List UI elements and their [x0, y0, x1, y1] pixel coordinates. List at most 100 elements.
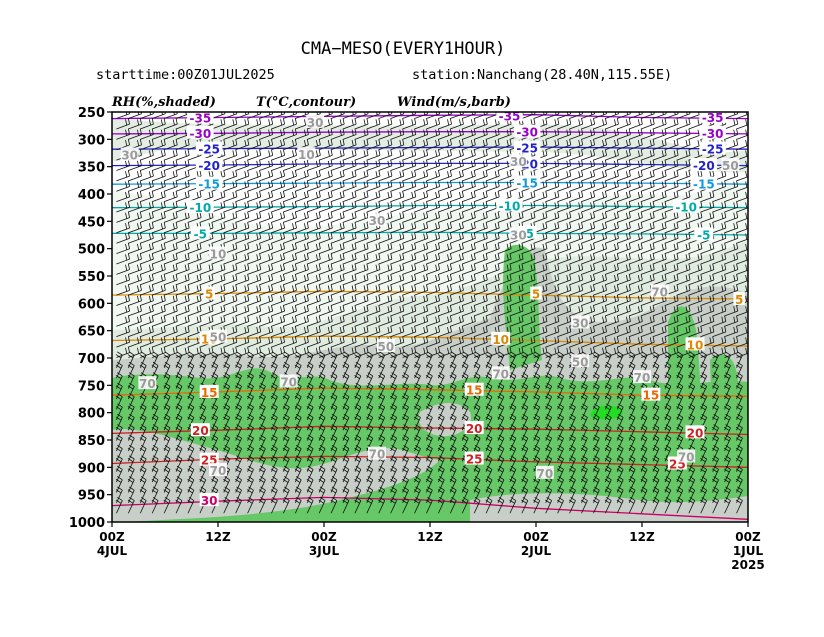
y-tick-label: 800 — [78, 407, 105, 422]
wind-barb — [127, 496, 135, 514]
wind-barb — [271, 253, 285, 265]
rh-region-70-cut-left — [112, 429, 440, 522]
y-tick-label: 700 — [78, 352, 105, 367]
wind-barb — [235, 170, 250, 182]
wind-barb — [140, 201, 154, 213]
wind-barb — [152, 253, 166, 265]
x-tick-label: 00Z — [99, 530, 125, 544]
wind-barb — [259, 253, 274, 265]
wind-barb — [187, 263, 202, 275]
temperature-label: -30 — [189, 127, 211, 141]
wind-barb — [128, 274, 142, 286]
wind-barb — [163, 149, 178, 161]
temperature-label: 10 — [492, 333, 509, 347]
wind-barb — [140, 222, 154, 234]
wind-barb — [211, 118, 226, 130]
wind-barb — [140, 325, 154, 338]
wind-barb — [271, 159, 285, 171]
wind-barb — [163, 170, 178, 182]
wind-barb — [271, 170, 285, 182]
wind-barb — [152, 242, 166, 254]
wind-barb — [199, 305, 214, 317]
wind-barb — [247, 242, 262, 254]
wind-barb — [211, 294, 226, 306]
wind-barb — [259, 211, 274, 223]
wind-barb — [175, 170, 190, 182]
wind-barb — [223, 336, 238, 348]
wind-barb — [175, 149, 190, 161]
wind-barb — [283, 253, 297, 265]
wind-barb — [140, 242, 154, 254]
wind-barb — [223, 138, 238, 151]
wind-barb — [223, 274, 238, 286]
x-tick-date-label: 2JUL — [521, 544, 552, 558]
wind-barb — [247, 294, 262, 306]
wind-barb — [259, 128, 274, 140]
y-tick-label: 300 — [78, 133, 105, 148]
wind-barb — [271, 336, 285, 348]
legend-temperature: T(°C,contour) — [256, 95, 356, 110]
wind-barb — [163, 294, 178, 306]
wind-barb — [259, 284, 274, 296]
wind-barb — [247, 201, 262, 213]
wind-barb — [319, 253, 333, 265]
wind-barb — [140, 128, 154, 140]
wind-barb — [259, 201, 274, 213]
wind-barb — [223, 294, 238, 306]
wind-barb — [163, 496, 171, 514]
wind-barb — [271, 222, 285, 234]
wind-barb — [271, 232, 285, 244]
wind-barb — [259, 149, 274, 161]
wind-barb — [259, 305, 274, 317]
wind-barb — [223, 201, 238, 213]
wind-barb — [259, 222, 274, 234]
wind-barb — [211, 201, 226, 213]
wind-barb — [152, 336, 166, 348]
wind-barb — [235, 294, 250, 306]
wind-barb — [116, 128, 130, 140]
wind-barb — [175, 190, 190, 203]
wind-barb — [295, 232, 309, 244]
wind-barb — [211, 263, 226, 275]
wind-barb — [175, 274, 190, 286]
wind-barb — [235, 138, 250, 151]
wind-barb — [163, 118, 178, 130]
wind-barb — [128, 336, 142, 348]
wind-barb — [295, 294, 309, 306]
wind-barb — [259, 190, 274, 203]
wind-barb — [235, 112, 250, 119]
temperature-label: -25 — [702, 143, 724, 157]
wind-barb — [223, 190, 238, 203]
temperature-label: -15 — [693, 178, 715, 192]
wind-barb — [128, 242, 142, 254]
wind-barb — [283, 190, 297, 203]
rh-region-50-upper — [112, 118, 748, 173]
wind-barb — [271, 274, 285, 286]
wind-barb — [271, 180, 285, 192]
y-tick-label: 950 — [78, 489, 105, 504]
wind-barb — [295, 315, 309, 327]
wind-barb — [247, 118, 262, 130]
wind-barb — [271, 118, 285, 130]
wind-barb — [235, 274, 250, 286]
rh-label: 30 — [510, 228, 527, 242]
wind-barb — [175, 336, 190, 348]
wind-barb — [128, 159, 142, 171]
wind-barb — [223, 112, 238, 119]
wind-barb — [140, 159, 154, 171]
wind-barb — [152, 149, 166, 161]
wind-barb — [223, 159, 238, 171]
wind-barb — [295, 284, 309, 296]
wind-barb — [140, 112, 154, 119]
temperature-label: -5 — [194, 227, 207, 241]
rh-label: 10 — [210, 248, 227, 262]
wind-barb — [295, 263, 309, 275]
y-tick-label: 750 — [78, 379, 105, 394]
wind-barb — [271, 263, 285, 275]
temperature-label: 5 — [532, 287, 540, 301]
temperature-label: -30 — [516, 126, 538, 140]
wind-barb — [128, 222, 142, 234]
wind-barb — [283, 128, 297, 140]
rh-label: 30 — [572, 316, 589, 330]
